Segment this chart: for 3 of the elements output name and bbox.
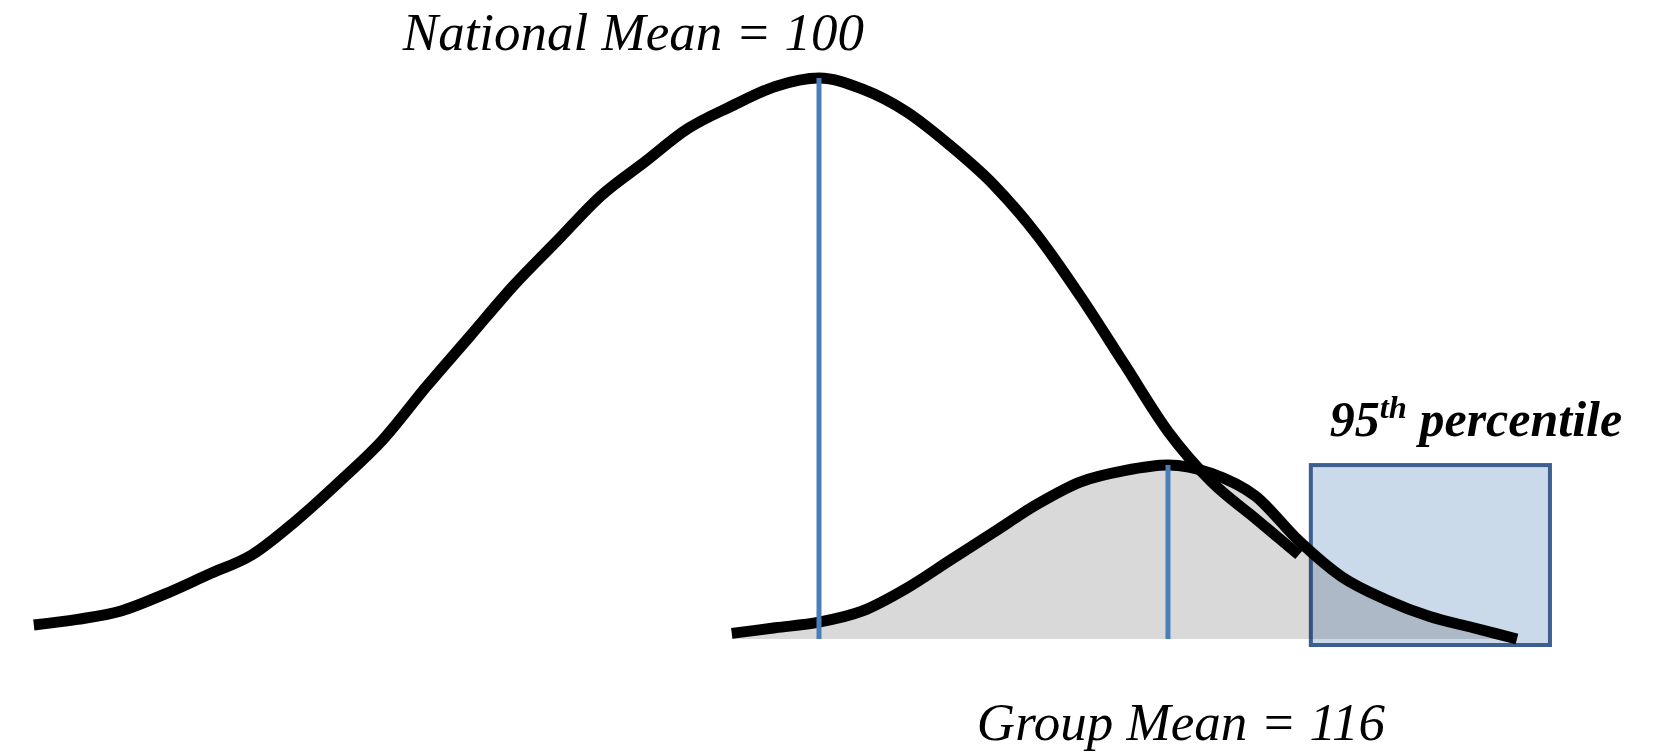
text: National Mean = 100 [401,3,864,61]
annotation: 95$^{th}$ percentile [1329,389,1623,448]
text: Group Mean = 116 [976,693,1386,751]
